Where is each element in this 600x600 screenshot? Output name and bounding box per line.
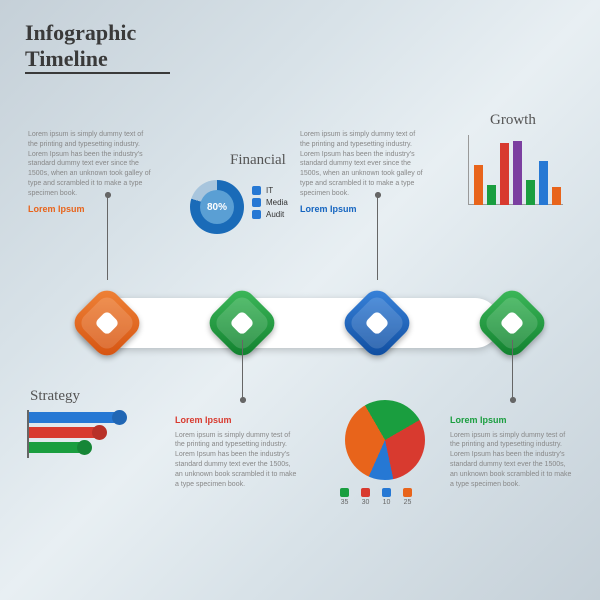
block-1: Lorem ipsum is simply dummy text of the … bbox=[28, 130, 153, 215]
strategy-bar-0 bbox=[29, 412, 124, 423]
connector-1: .connector:nth-of-type(2)::before{bottom… bbox=[242, 340, 243, 400]
timeline-node-2 bbox=[339, 285, 415, 361]
financial-legend: ITMediaAudit bbox=[252, 186, 288, 222]
growth-title: Growth bbox=[490, 112, 536, 129]
financial-donut: 80% bbox=[190, 180, 244, 234]
connector-3: .connector:nth-of-type(4)::before{bottom… bbox=[512, 340, 513, 400]
strategy-bar-2 bbox=[29, 442, 89, 453]
pie-chart bbox=[345, 400, 425, 480]
strategy-title: Strategy bbox=[30, 388, 80, 405]
title-underline bbox=[25, 72, 170, 74]
main-title: Infographic Timeline bbox=[25, 20, 136, 72]
timeline-node-0 bbox=[69, 285, 145, 361]
growth-chart bbox=[468, 135, 563, 205]
pie-legend: 35301025 bbox=[340, 488, 412, 506]
financial-title: Financial bbox=[230, 152, 286, 169]
block-3: Lorem ipsum is simply dummy text of the … bbox=[300, 130, 425, 215]
block-2: Lorem Ipsum Lorem ipsum is simply dummy … bbox=[175, 410, 300, 489]
block-4: Lorem Ipsum Lorem ipsum is simply dummy … bbox=[450, 410, 575, 489]
timeline-bar bbox=[80, 298, 500, 348]
strategy-bar-1 bbox=[29, 427, 104, 438]
